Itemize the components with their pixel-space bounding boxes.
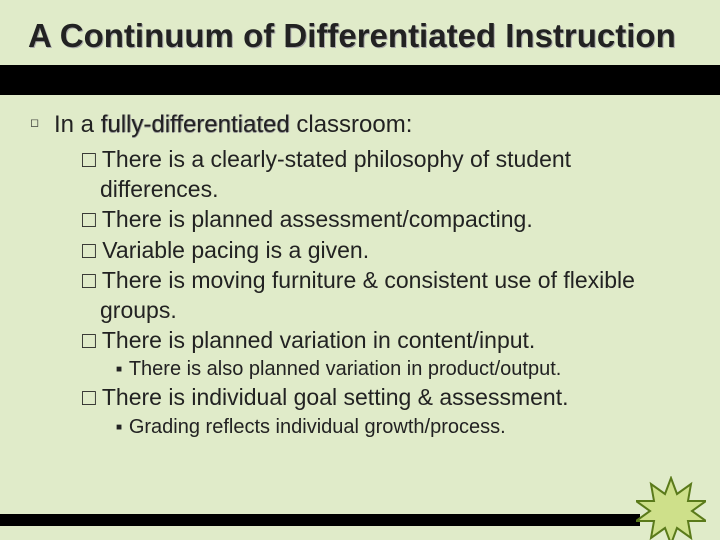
list-item: There is individual goal setting & asses… [82, 383, 686, 412]
divider-bar-bottom [0, 514, 640, 526]
sub-list-item: Grading reflects individual growth/proce… [116, 414, 686, 441]
bullet-list-level2: There is also planned variation in produ… [82, 356, 686, 383]
lead-prefix: In a [54, 111, 101, 138]
sub-list-item: There is also planned variation in produ… [116, 356, 686, 383]
list-item: There is a clearly-stated philosophy of … [82, 145, 686, 204]
list-item: There is planned assessment/compacting. [82, 205, 686, 234]
lead-line: In a fully-differentiated classroom: [54, 109, 686, 141]
list-item: Variable pacing is a given. [82, 236, 686, 265]
slide-title: A Continuum of Differentiated Instructio… [0, 0, 720, 61]
list-item: There is moving furniture & consistent u… [82, 266, 686, 325]
divider-bar-top [0, 65, 720, 95]
bullet-list-level1: There is a clearly-stated philosophy of … [54, 145, 686, 441]
starburst-icon [636, 476, 706, 540]
bullet-list-level2: Grading reflects individual growth/proce… [82, 414, 686, 441]
lead-suffix: classroom: [290, 111, 413, 138]
lead-emphasis: fully-differentiated [101, 111, 290, 138]
list-item: There is planned variation in content/in… [82, 326, 686, 355]
content-area: In a fully-differentiated classroom: The… [0, 95, 720, 441]
